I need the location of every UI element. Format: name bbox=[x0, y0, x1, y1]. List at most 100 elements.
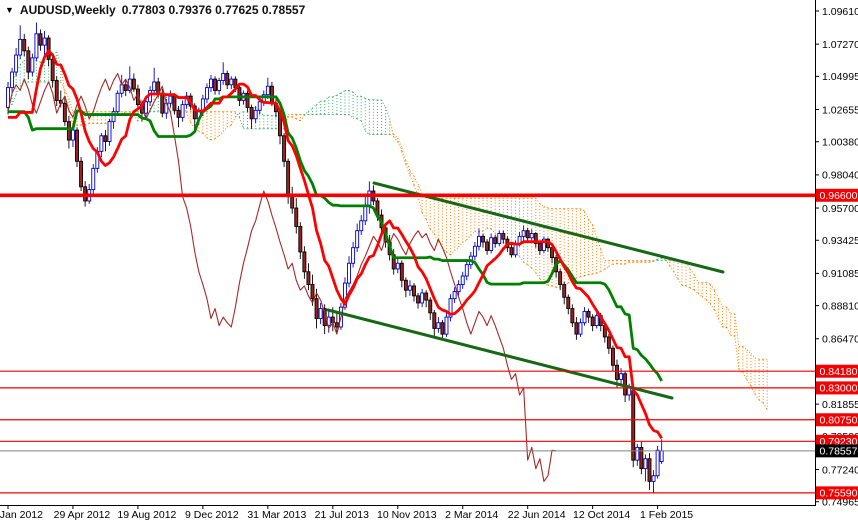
candle-body bbox=[635, 446, 640, 461]
candle-body bbox=[501, 233, 506, 240]
price-level-label-box bbox=[816, 486, 858, 500]
candle-body bbox=[456, 284, 461, 293]
candle-body bbox=[265, 85, 270, 96]
candle-body bbox=[131, 78, 136, 90]
candle-body bbox=[424, 292, 429, 301]
candle-body bbox=[497, 233, 502, 244]
date-tick-label: 21 Jul 2013 bbox=[315, 509, 369, 521]
candle-body bbox=[257, 101, 262, 111]
candle-body bbox=[50, 58, 55, 81]
candle-body bbox=[152, 81, 157, 91]
candle-body bbox=[119, 84, 124, 94]
candle-body bbox=[574, 322, 579, 335]
price-tick-label: 0.81855 bbox=[822, 399, 858, 411]
date-tick-label: 29 Apr 2012 bbox=[54, 509, 111, 521]
date-tick-label: 2 Mar 2014 bbox=[445, 509, 498, 521]
candle-body bbox=[460, 275, 465, 285]
candle-body bbox=[472, 245, 477, 257]
price-tick-label: 1.09610 bbox=[822, 6, 858, 18]
candle-body bbox=[412, 285, 416, 297]
price-tick-label: 1.07270 bbox=[822, 39, 858, 51]
candle-body bbox=[14, 54, 19, 73]
price-level-label-box bbox=[816, 413, 858, 427]
price-tick-label: 0.93425 bbox=[822, 235, 858, 247]
price-level-label: 0.75590 bbox=[820, 488, 858, 500]
candle-body bbox=[269, 85, 274, 104]
price-tick-label: 1.04995 bbox=[822, 71, 858, 83]
candle-body bbox=[355, 230, 360, 249]
date-tick-label: 12 Oct 2014 bbox=[573, 509, 630, 521]
candle-body bbox=[103, 135, 108, 142]
candle-body bbox=[582, 310, 587, 324]
candle-body bbox=[160, 92, 165, 114]
candle-body bbox=[347, 262, 351, 284]
date-tick-label: 22 Jun 2014 bbox=[508, 509, 566, 521]
candle-body bbox=[533, 233, 538, 244]
candle-body bbox=[107, 121, 112, 142]
candle-body bbox=[144, 101, 148, 114]
candle-body bbox=[46, 37, 51, 60]
candle-body bbox=[18, 39, 23, 56]
candle-body bbox=[594, 315, 599, 327]
candle-body bbox=[610, 347, 615, 366]
candle-body bbox=[627, 387, 632, 396]
candle-body bbox=[631, 390, 636, 461]
candle-body bbox=[444, 316, 449, 335]
candle-body bbox=[99, 135, 104, 152]
candle-body bbox=[30, 57, 35, 73]
candle-body bbox=[306, 271, 311, 285]
candle-body bbox=[282, 135, 287, 162]
price-tick-label: 0.86470 bbox=[822, 334, 858, 346]
candle-body bbox=[54, 80, 59, 101]
candle-body bbox=[643, 458, 648, 470]
candles-layer bbox=[6, 22, 664, 493]
candle-body bbox=[558, 271, 563, 285]
current-price-label-box bbox=[816, 444, 858, 458]
price-tick-label: 0.91085 bbox=[822, 268, 858, 280]
date-tick-label: 31 Mar 2013 bbox=[247, 509, 306, 521]
candle-body bbox=[229, 78, 234, 86]
candle-body bbox=[521, 230, 526, 237]
candle-body bbox=[395, 262, 400, 270]
candle-body bbox=[217, 80, 222, 91]
candle-body bbox=[481, 235, 485, 243]
candle-body bbox=[302, 251, 307, 273]
candle-body bbox=[42, 37, 47, 46]
candle-body bbox=[420, 292, 425, 304]
price-tick-label: 0.98040 bbox=[822, 170, 858, 182]
candle-body bbox=[290, 196, 295, 209]
chart-ohlc-values: 0.77803 0.79376 0.77625 0.78557 bbox=[121, 3, 306, 17]
candle-body bbox=[245, 92, 250, 108]
chikou-span-line bbox=[7, 72, 557, 482]
candle-body bbox=[111, 111, 116, 123]
candle-body bbox=[298, 225, 303, 253]
candle-body bbox=[428, 299, 433, 314]
lower-channel-line bbox=[326, 308, 674, 400]
kijun-sen-line bbox=[8, 95, 663, 382]
candle-body bbox=[448, 298, 453, 318]
price-tick-label: 1.02655 bbox=[822, 104, 858, 116]
price-level-label-box bbox=[816, 364, 858, 378]
candle-body bbox=[22, 39, 27, 52]
candle-body bbox=[529, 233, 534, 239]
candle-body bbox=[6, 87, 10, 108]
candle-body bbox=[436, 322, 441, 329]
candle-body bbox=[550, 247, 554, 259]
candle-body bbox=[66, 121, 71, 141]
candle-body bbox=[286, 160, 291, 198]
candle-body bbox=[416, 295, 421, 304]
chart-symbol-period: AUDUSD,Weekly bbox=[19, 3, 116, 17]
candle-body bbox=[659, 450, 664, 462]
candle-body bbox=[489, 237, 494, 251]
candle-body bbox=[249, 107, 254, 120]
candle-body bbox=[204, 87, 209, 100]
candle-body bbox=[310, 284, 315, 300]
candle-body bbox=[570, 308, 575, 324]
price-levels: 0.966000.841800.830000.807500.792300.755… bbox=[0, 188, 858, 500]
candle-body bbox=[213, 78, 218, 91]
price-tick-label: 0.74965 bbox=[822, 497, 858, 509]
candle-body bbox=[10, 71, 15, 89]
candle-body bbox=[38, 33, 43, 46]
